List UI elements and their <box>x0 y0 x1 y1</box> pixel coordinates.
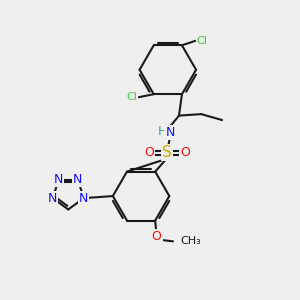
Text: N: N <box>79 192 88 205</box>
Text: CH₃: CH₃ <box>181 236 201 246</box>
Text: H: H <box>157 125 167 139</box>
Text: O: O <box>144 146 154 159</box>
Text: N: N <box>48 192 57 205</box>
Text: S: S <box>162 145 172 160</box>
Text: N: N <box>165 126 175 139</box>
Text: Cl: Cl <box>197 36 208 46</box>
Text: N: N <box>73 173 83 186</box>
Text: N: N <box>54 173 63 186</box>
Text: O: O <box>180 146 190 159</box>
Text: Cl: Cl <box>127 92 137 102</box>
Text: O: O <box>152 230 162 243</box>
